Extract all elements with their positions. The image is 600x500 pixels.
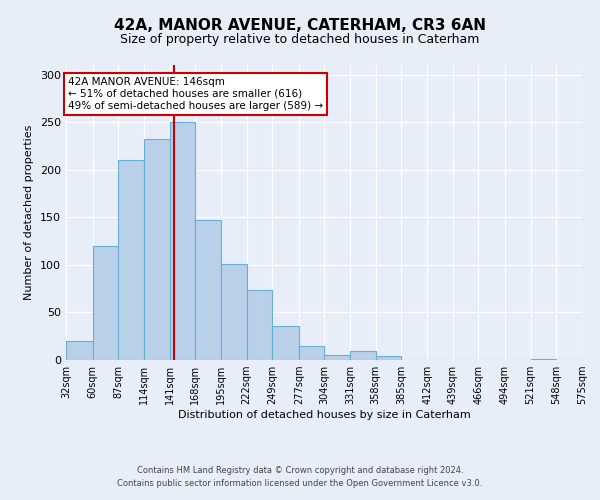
Bar [325,355,350,360]
Bar [247,290,272,360]
X-axis label: Distribution of detached houses by size in Caterham: Distribution of detached houses by size … [178,410,470,420]
Bar [350,352,376,360]
Text: Contains HM Land Registry data © Crown copyright and database right 2024.
Contai: Contains HM Land Registry data © Crown c… [118,466,482,487]
Bar [376,356,401,360]
Bar [530,359,556,360]
Y-axis label: Number of detached properties: Number of detached properties [25,125,34,300]
Bar [170,122,195,360]
Bar [195,220,221,360]
Bar [118,160,144,360]
Text: 42A MANOR AVENUE: 146sqm
← 51% of detached houses are smaller (616)
49% of semi-: 42A MANOR AVENUE: 146sqm ← 51% of detach… [68,78,323,110]
Bar [66,341,92,360]
Bar [144,139,170,360]
Bar [299,346,325,360]
Bar [272,326,299,360]
Bar [92,246,118,360]
Bar [221,264,247,360]
Text: Size of property relative to detached houses in Caterham: Size of property relative to detached ho… [121,32,479,46]
Text: 42A, MANOR AVENUE, CATERHAM, CR3 6AN: 42A, MANOR AVENUE, CATERHAM, CR3 6AN [114,18,486,32]
